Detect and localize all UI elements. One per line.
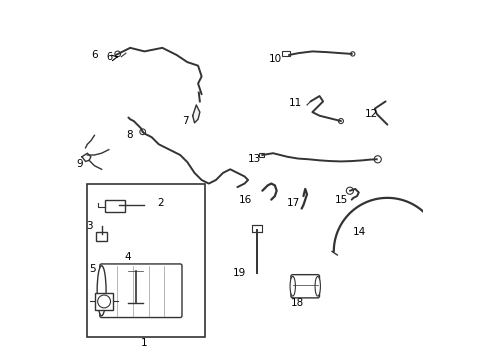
Text: 10: 10	[268, 54, 282, 64]
FancyBboxPatch shape	[96, 232, 107, 241]
Text: 17: 17	[286, 198, 299, 207]
Text: 6: 6	[91, 50, 98, 60]
Text: 2: 2	[157, 198, 163, 208]
Circle shape	[98, 295, 110, 308]
FancyBboxPatch shape	[258, 153, 264, 157]
Text: 9: 9	[76, 159, 83, 169]
Circle shape	[373, 156, 381, 163]
Text: 13: 13	[247, 154, 260, 163]
Polygon shape	[192, 105, 200, 123]
Text: 15: 15	[334, 195, 347, 204]
FancyBboxPatch shape	[290, 275, 319, 298]
Text: 7: 7	[182, 116, 189, 126]
Text: 19: 19	[233, 268, 246, 278]
Circle shape	[350, 52, 354, 56]
Text: 6: 6	[106, 53, 112, 63]
Text: 8: 8	[126, 130, 133, 140]
Text: 11: 11	[288, 98, 301, 108]
Circle shape	[140, 129, 145, 135]
FancyBboxPatch shape	[282, 51, 289, 56]
Text: 3: 3	[86, 221, 93, 231]
FancyBboxPatch shape	[100, 264, 182, 318]
Text: 1: 1	[141, 338, 147, 347]
Text: 18: 18	[290, 298, 304, 308]
Circle shape	[346, 187, 353, 194]
Ellipse shape	[97, 266, 106, 316]
FancyBboxPatch shape	[105, 200, 124, 212]
Text: 4: 4	[124, 252, 131, 262]
Circle shape	[338, 118, 343, 123]
Circle shape	[115, 51, 121, 57]
FancyBboxPatch shape	[95, 293, 113, 310]
FancyBboxPatch shape	[251, 225, 262, 232]
Ellipse shape	[314, 276, 320, 296]
Ellipse shape	[289, 276, 295, 296]
Text: 16: 16	[238, 195, 251, 204]
FancyBboxPatch shape	[87, 184, 205, 337]
Text: 14: 14	[352, 227, 365, 237]
Text: 12: 12	[365, 109, 378, 119]
Text: 5: 5	[89, 264, 96, 274]
